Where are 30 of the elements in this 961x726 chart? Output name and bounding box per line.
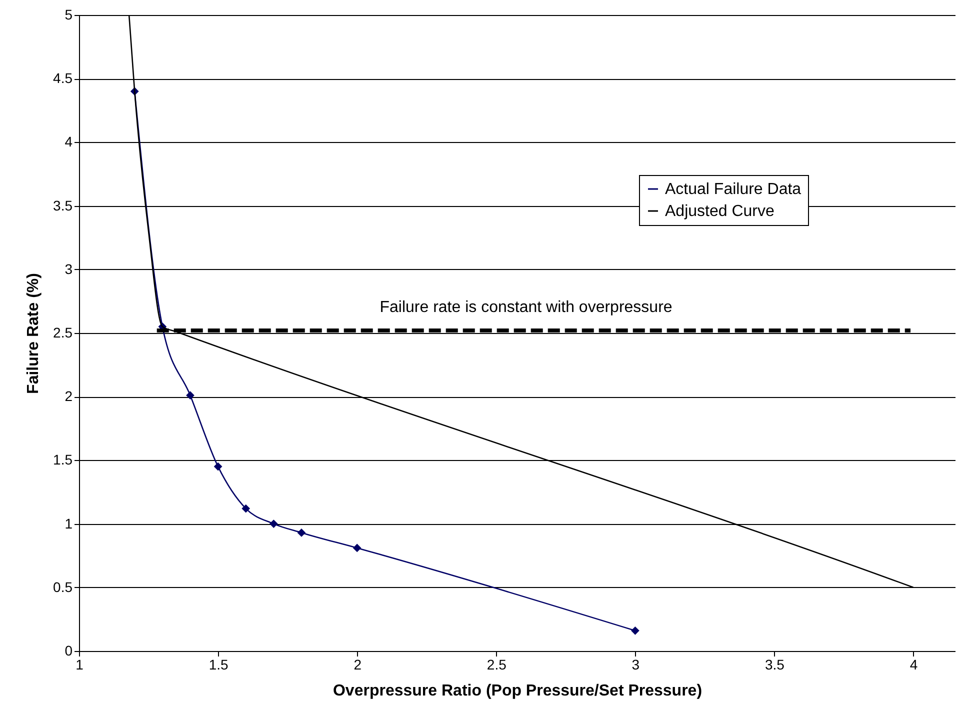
- point: [242, 504, 250, 513]
- point: [352, 544, 362, 552]
- y-tick-label: 3.5: [53, 197, 73, 214]
- point: [214, 462, 222, 471]
- x-tick-label: 3.5: [765, 656, 785, 672]
- y-tick-label: 3: [64, 260, 73, 277]
- y-tick-label: 4: [64, 134, 73, 150]
- x-tick-label: 3: [632, 656, 640, 672]
- y-tick-label: 2.5: [53, 324, 73, 340]
- x-tick-label: 4: [910, 656, 918, 672]
- point: [186, 391, 194, 400]
- y-tick-label: 1: [64, 515, 73, 532]
- y-tick-label: 2: [64, 388, 73, 404]
- x-tick-label: 1: [76, 656, 84, 672]
- y-tick-label: 0: [64, 642, 73, 658]
- y-tick-label: 5: [64, 6, 73, 22]
- y-tick-label: 4.5: [53, 70, 73, 86]
- x-tick-label: 2: [354, 656, 362, 672]
- y-axis-title: Failure Rate (%): [25, 273, 42, 394]
- point: [269, 520, 278, 528]
- x-tick-label: 2.5: [486, 656, 507, 672]
- y-tick-label: 0.5: [53, 578, 73, 595]
- point: [631, 626, 640, 635]
- point: [297, 528, 306, 537]
- x-axis-title: Overpressure Ratio (Pop Pressure/Set Pressure): [332, 682, 702, 700]
- y-tick-label: 1.5: [53, 452, 73, 468]
- annotation: Failure rate is constant with overpressure: [380, 299, 672, 316]
- legend-label: Adjusted Curve: [665, 203, 774, 220]
- x-tick-label: 1.5: [208, 656, 228, 672]
- legend-label: Actual Failure Data: [665, 181, 802, 198]
